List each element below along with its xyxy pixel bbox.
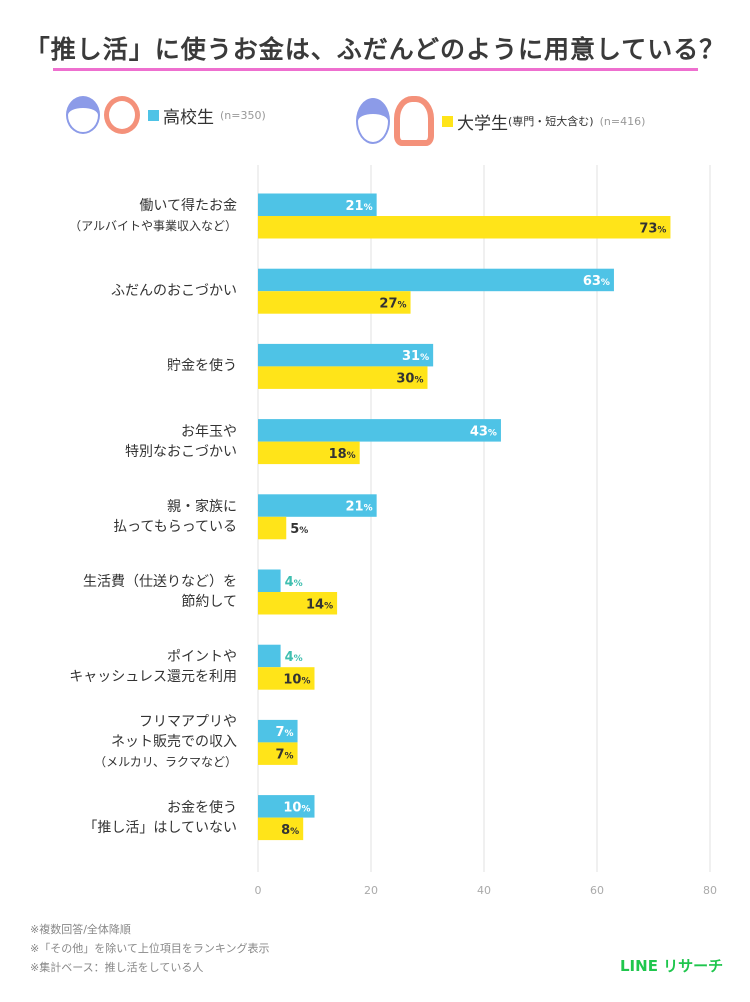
x-tick-label: 80 [703,884,717,897]
x-tick-label: 40 [477,884,491,897]
note: ※複数回答/全体降順 [30,923,131,936]
data-label: 27% [379,296,406,311]
x-tick-label: 20 [364,884,378,897]
data-label: 4% [285,575,303,590]
boy-face-icon [66,96,100,134]
category-label: ふだんのおこづかい [111,283,237,300]
category-label: ポイントや キャッシュレス還元を利用 [69,649,237,686]
bar-high-school [258,569,281,592]
x-tick-label: 60 [590,884,604,897]
bar-university [258,817,304,841]
data-label: 21% [346,500,373,515]
data-label: 30% [396,372,423,387]
bar-high-school [258,795,315,818]
bar-high-school [258,343,434,367]
data-label: 10% [283,672,310,687]
bar-high-school [258,193,377,216]
chart-title: 「推し活」に使うお金は、ふだんどのように用意している？ [24,35,726,64]
bar-university [258,441,360,465]
bar-university [258,592,338,615]
category-label: 貯金を使う [167,358,237,375]
legend-label: 大学生 [457,113,508,134]
legend-n: (n=350) [220,108,266,122]
legend-sub: (専門・短大含む) [508,115,594,128]
data-label: 21% [346,199,373,214]
bar-university [258,216,671,239]
category-label: 生活費（仕送りなど）を 節約して [83,574,237,610]
bar-high-school [258,719,298,743]
bar-university [258,667,315,690]
data-label: 7% [275,725,293,740]
category-label: お年玉や 特別なおこづかい [125,423,237,460]
x-tick-label: 0 [255,884,262,897]
data-label: 8% [281,823,299,838]
category-label: 働いて得たお金 （アルバイトや事業収入など） [69,198,237,233]
line-research-logo: LINE リサーチ [620,957,724,975]
bar-high-school [258,419,501,442]
note: ※「その他」を除いて上位項目をランキング表示 [30,942,270,955]
legend-n: (n=416) [599,114,646,128]
legend-high-school: 高校生 (n=350) [66,96,266,134]
data-label: 7% [275,748,293,763]
data-label: 14% [306,597,333,612]
footnotes: ※複数回答/全体降順 ※「その他」を除いて上位項目をランキング表示 ※集計ベース… [30,920,270,977]
bar-high-school [258,268,614,292]
data-label: 10% [283,800,310,815]
data-label: 31% [402,349,429,364]
data-label: 43% [470,424,497,439]
category-label: 親・家族に 払ってもらっている [113,498,237,535]
bar-high-school [258,494,377,517]
legend-swatch-blue [148,109,159,121]
data-label: 18% [329,447,356,462]
note: ※集計ベース：推し活をしている人 [30,961,204,974]
bar-university [258,516,287,540]
category-label: フリマアプリや ネット販売での収入 （メルカリ、ラクマなど） [94,714,237,770]
legend-swatch-yellow [442,115,453,127]
boy-face-icon [356,98,390,144]
girl-face-icon [394,96,434,146]
data-label: 4% [285,650,303,665]
legend-university: 大学生 (専門・短大含む) (n=416) [356,96,645,146]
category-label: お金を使う 「推し活」はしていない [83,799,237,836]
data-label: 73% [639,221,666,236]
legend-label: 高校生 [163,107,214,128]
bar-high-school [258,644,281,668]
bar-university [258,742,298,765]
bar-university [258,366,428,389]
title-underline [53,68,698,71]
data-label: 5% [290,522,308,537]
girl-face-icon [104,96,140,134]
data-label: 63% [583,274,610,289]
bar-university [258,291,411,314]
